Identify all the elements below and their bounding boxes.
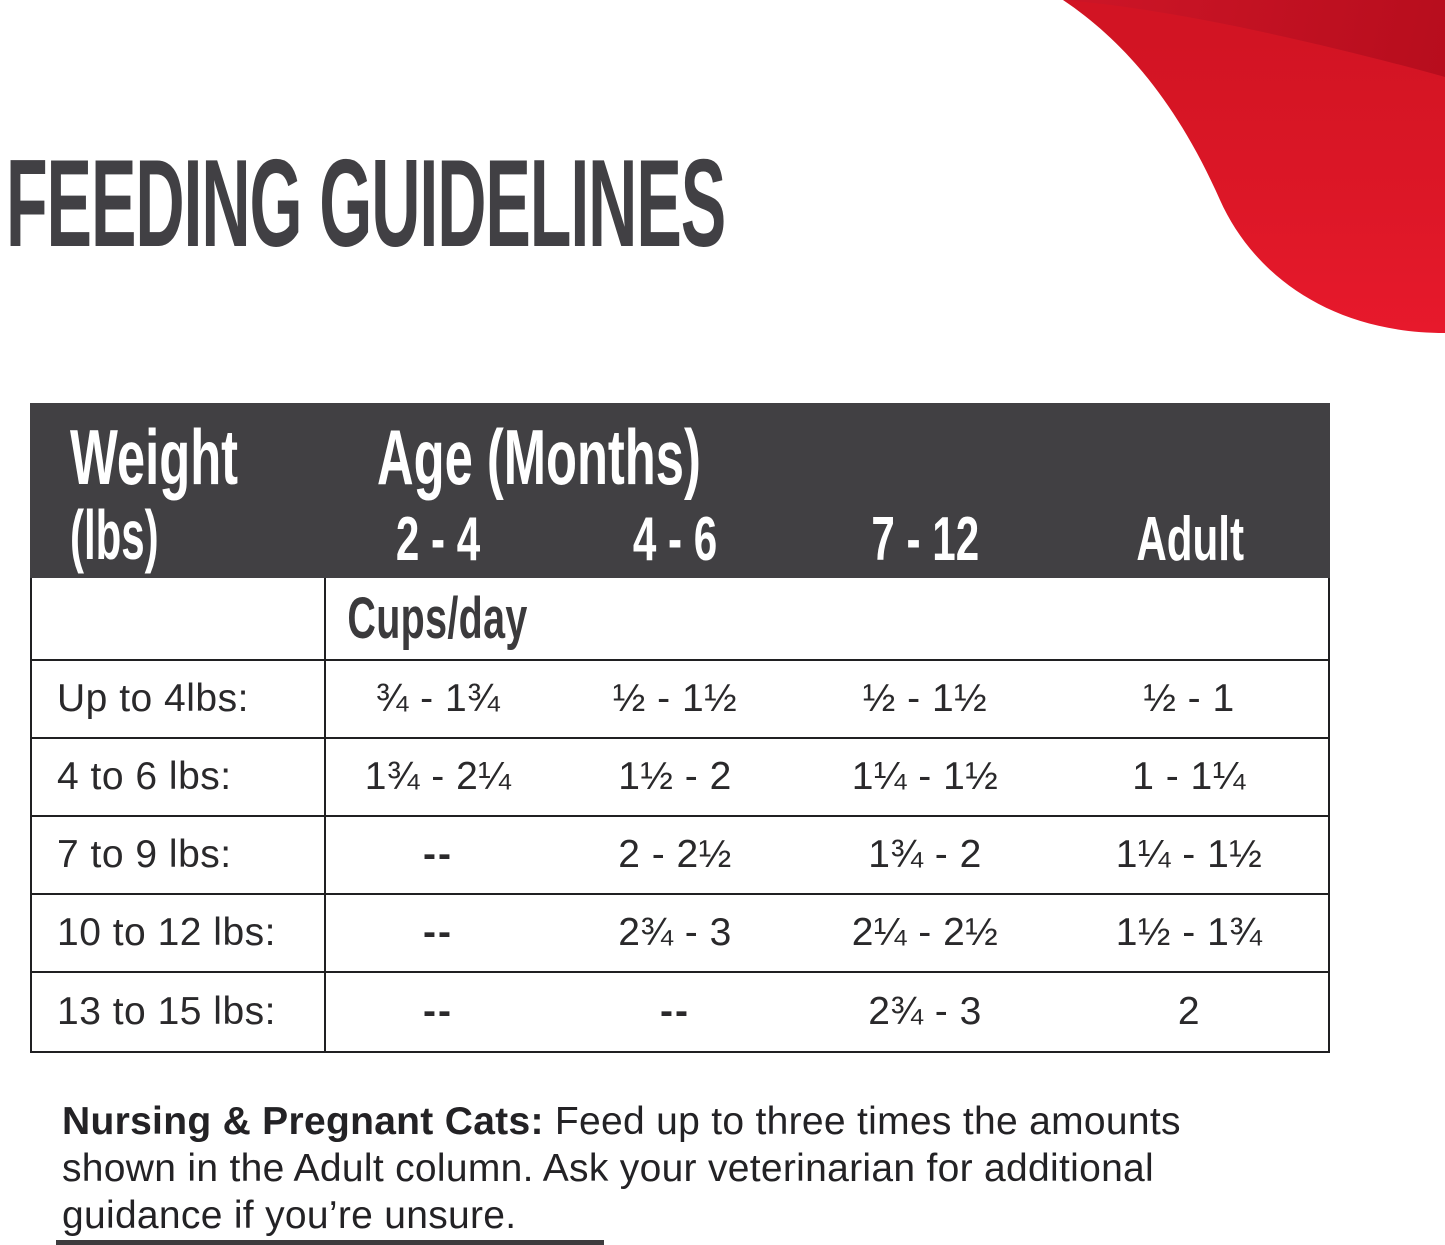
note-line-3: guidance if you’re unsure. bbox=[62, 1194, 517, 1237]
swoosh-dark-red-shape bbox=[1063, 0, 1445, 77]
header-age-months: Age (Months) bbox=[377, 413, 701, 501]
row-label: 10 to 12 lbs: bbox=[32, 895, 326, 971]
nursing-pregnant-note: Nursing & Pregnant Cats: Feed up to thre… bbox=[62, 1098, 1422, 1239]
header-age-columns: 2 - 4 4 - 6 7 - 12 Adult bbox=[30, 503, 1330, 575]
cell-value: -- bbox=[423, 911, 453, 954]
swoosh-bright-red-shape bbox=[1063, 0, 1445, 333]
units-row-spacer bbox=[32, 578, 326, 659]
note-line-2: shown in the Adult column. Ask your vete… bbox=[62, 1147, 1155, 1190]
table-row-7-to-9-lbs: 7 to 9 lbs: -- 2 - 2½ 1¾ - 2 1¼ - 1½ bbox=[32, 815, 1328, 893]
header-weight: Weight bbox=[70, 413, 239, 501]
table-row-13-to-15-lbs: 13 to 15 lbs: -- -- 2¾ - 3 2 bbox=[32, 971, 1328, 1051]
units-label: Cups/day bbox=[347, 586, 529, 651]
row-label: 13 to 15 lbs: bbox=[32, 973, 326, 1051]
header-col-adult: Adult bbox=[1136, 504, 1244, 574]
note-heading: Nursing & Pregnant Cats: bbox=[62, 1100, 544, 1143]
page-title: FEEDING GUIDELINES bbox=[6, 135, 726, 273]
row-label: Up to 4lbs: bbox=[32, 661, 326, 737]
cell-value: 1 - 1¼ bbox=[1132, 755, 1246, 798]
feeding-table: Weight (lbs) Age (Months) 2 - 4 4 - 6 7 … bbox=[30, 403, 1330, 1053]
cell-value: 1¾ - 2 bbox=[868, 833, 982, 876]
cell-value: 2¼ - 2½ bbox=[851, 911, 999, 954]
cell-value: 2¾ - 3 bbox=[868, 990, 982, 1033]
cell-value: 1¼ - 1½ bbox=[1115, 833, 1263, 876]
header-col-7-12: 7 - 12 bbox=[871, 504, 979, 574]
cell-value: ½ - 1 bbox=[1143, 677, 1235, 720]
cell-value: ¾ - 1¾ bbox=[375, 677, 501, 720]
cell-value: -- bbox=[423, 833, 453, 876]
row-label: 7 to 9 lbs: bbox=[32, 817, 326, 893]
table-body: Cups/day Up to 4lbs: ¾ - 1¾ ½ - 1½ ½ - 1… bbox=[30, 578, 1330, 1053]
header-col-4-6: 4 - 6 bbox=[632, 504, 718, 574]
table-header: Weight (lbs) Age (Months) 2 - 4 4 - 6 7 … bbox=[30, 403, 1330, 578]
header-col-2-4: 2 - 4 bbox=[395, 504, 481, 574]
note-text-1: Feed up to three times the amounts bbox=[543, 1100, 1181, 1143]
units-label-cell: Cups/day bbox=[326, 578, 550, 659]
cell-value: -- bbox=[660, 990, 690, 1033]
note-line-1: Nursing & Pregnant Cats: Feed up to thre… bbox=[62, 1098, 1422, 1145]
cell-value: 2¾ - 3 bbox=[618, 911, 732, 954]
units-row: Cups/day bbox=[32, 578, 1328, 659]
cell-value: 1½ - 2 bbox=[618, 755, 732, 798]
header-spacer bbox=[30, 503, 326, 575]
cutoff-text-bar bbox=[56, 1240, 604, 1245]
cell-value: -- bbox=[423, 990, 453, 1033]
cell-value: 1½ - 1¾ bbox=[1115, 911, 1263, 954]
table-row-10-to-12-lbs: 10 to 12 lbs: -- 2¾ - 3 2¼ - 2½ 1½ - 1¾ bbox=[32, 893, 1328, 971]
cell-value: 2 - 2½ bbox=[618, 833, 732, 876]
table-row-4-to-6-lbs: 4 to 6 lbs: 1¾ - 2¼ 1½ - 2 1¼ - 1½ 1 - 1… bbox=[32, 737, 1328, 815]
cell-value: 2 bbox=[1177, 990, 1201, 1033]
cell-value: 1¼ - 1½ bbox=[851, 755, 999, 798]
cell-value: 1¾ - 2¼ bbox=[364, 755, 512, 798]
cell-value: ½ - 1½ bbox=[862, 677, 988, 720]
cell-value: ½ - 1½ bbox=[612, 677, 738, 720]
table-row-up-to-4lbs: Up to 4lbs: ¾ - 1¾ ½ - 1½ ½ - 1½ ½ - 1 bbox=[32, 659, 1328, 737]
header-weight-unit: (lbs) bbox=[70, 496, 159, 574]
row-label: 4 to 6 lbs: bbox=[32, 739, 326, 815]
